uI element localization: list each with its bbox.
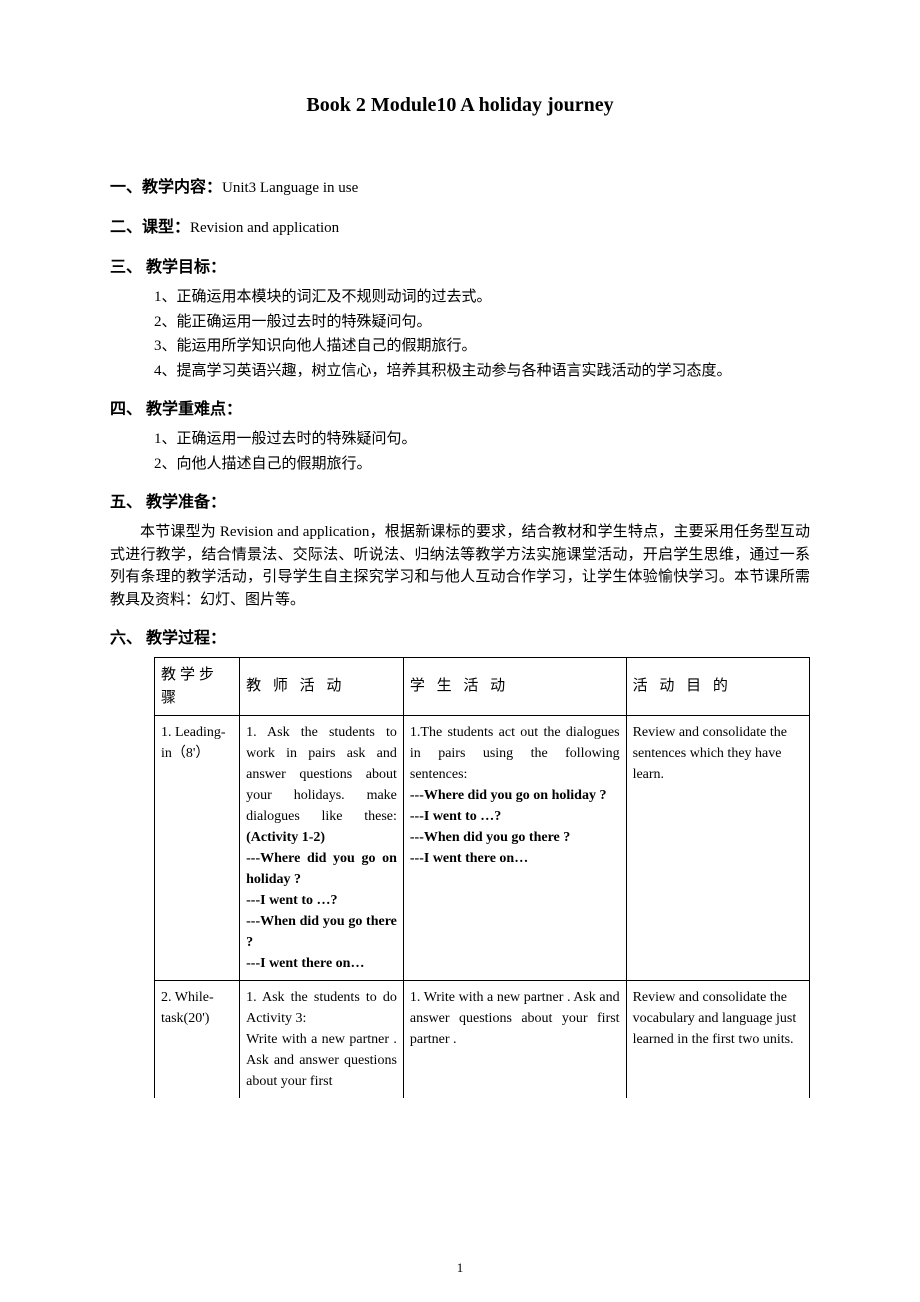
dialogue-line: ---Where did you go on holiday ?	[246, 848, 397, 890]
section-2-label: 二、课型：	[110, 219, 190, 236]
dialogue-line: ---I went there on…	[410, 848, 620, 869]
list-item: 1、正确运用本模块的词汇及不规则动词的过去式。	[154, 286, 810, 309]
objectives-list: 1、正确运用本模块的词汇及不规则动词的过去式。 2、能正确运用一般过去时的特殊疑…	[110, 286, 810, 382]
page-number: 1	[0, 1258, 920, 1278]
table-cell-student: 1. Write with a new partner . Ask and an…	[403, 981, 626, 1099]
table-cell-teacher: 1. Ask the students to work in pairs ask…	[240, 716, 404, 981]
section-content: 一、教学内容：Unit3 Language in use	[110, 176, 810, 200]
section-objectives: 三、 教学目标： 1、正确运用本模块的词汇及不规则动词的过去式。 2、能正确运用…	[110, 256, 810, 382]
teacher-pre: 1. Ask the students to work in pairs ask…	[246, 725, 397, 824]
dialogue-line: ---Where did you go on holiday ?	[410, 785, 620, 806]
table-row: 1. Leading-in（8'） 1. Ask the students to…	[155, 716, 810, 981]
section-1-content: Unit3 Language in use	[222, 180, 358, 196]
dialogue-line: ---When did you go there ?	[410, 827, 620, 848]
table-cell-purpose: Review and consolidate the sentences whi…	[626, 716, 809, 981]
dialogue-line: ---I went there on…	[246, 953, 397, 974]
section-keypoints: 四、 教学重难点： 1、正确运用一般过去时的特殊疑问句。 2、向他人描述自己的假…	[110, 398, 810, 475]
section-process: 六、 教学过程： 教学步骤 教 师 活 动 学 生 活 动 活 动 目 的 1.…	[110, 627, 810, 1098]
section-type: 二、课型：Revision and application	[110, 216, 810, 240]
table-row: 2. While-task(20') 1. Ask the students t…	[155, 981, 810, 1099]
table-cell-teacher: 1. Ask the students to do Activity 3: Wr…	[240, 981, 404, 1099]
table-header: 教 师 活 动	[240, 658, 404, 716]
section-2-content: Revision and application	[190, 220, 339, 236]
list-item: 4、提高学习英语兴趣，树立信心，培养其积极主动参与各种语言实践活动的学习态度。	[154, 360, 810, 383]
process-table: 教学步骤 教 师 活 动 学 生 活 动 活 动 目 的 1. Leading-…	[154, 657, 810, 1098]
section-4-label: 四、 教学重难点：	[110, 398, 810, 422]
preparation-paragraph: 本节课型为 Revision and application，根据新课标的要求，…	[110, 521, 810, 611]
table-header: 活 动 目 的	[626, 658, 809, 716]
dialogue-line: ---When did you go there ?	[246, 911, 397, 953]
document-title: Book 2 Module10 A holiday journey	[110, 90, 810, 120]
student-pre: 1.The students act out the dialogues in …	[410, 722, 620, 785]
table-header: 学 生 活 动	[403, 658, 626, 716]
table-cell-purpose: Review and consolidate the vocabulary an…	[626, 981, 809, 1099]
keypoints-list: 1、正确运用一般过去时的特殊疑问句。 2、向他人描述自己的假期旅行。	[110, 428, 810, 475]
dialogue-line: ---I went to …?	[410, 806, 620, 827]
list-item: 2、向他人描述自己的假期旅行。	[154, 453, 810, 476]
table-header-row: 教学步骤 教 师 活 动 学 生 活 动 活 动 目 的	[155, 658, 810, 716]
table-cell-step: 1. Leading-in（8'）	[155, 716, 240, 981]
section-preparation: 五、 教学准备： 本节课型为 Revision and application，…	[110, 491, 810, 611]
section-5-label: 五、 教学准备：	[110, 491, 810, 515]
section-6-label: 六、 教学过程：	[110, 627, 810, 651]
table-header: 教学步骤	[155, 658, 240, 716]
table-cell-student: 1.The students act out the dialogues in …	[403, 716, 626, 981]
section-3-label: 三、 教学目标：	[110, 256, 810, 280]
list-item: 1、正确运用一般过去时的特殊疑问句。	[154, 428, 810, 451]
list-item: 3、能运用所学知识向他人描述自己的假期旅行。	[154, 335, 810, 358]
list-item: 2、能正确运用一般过去时的特殊疑问句。	[154, 311, 810, 334]
section-1-label: 一、教学内容：	[110, 179, 222, 196]
table-cell-step: 2. While-task(20')	[155, 981, 240, 1099]
dialogue-line: ---I went to …?	[246, 890, 397, 911]
teacher-activity: (Activity 1-2)	[246, 830, 325, 845]
